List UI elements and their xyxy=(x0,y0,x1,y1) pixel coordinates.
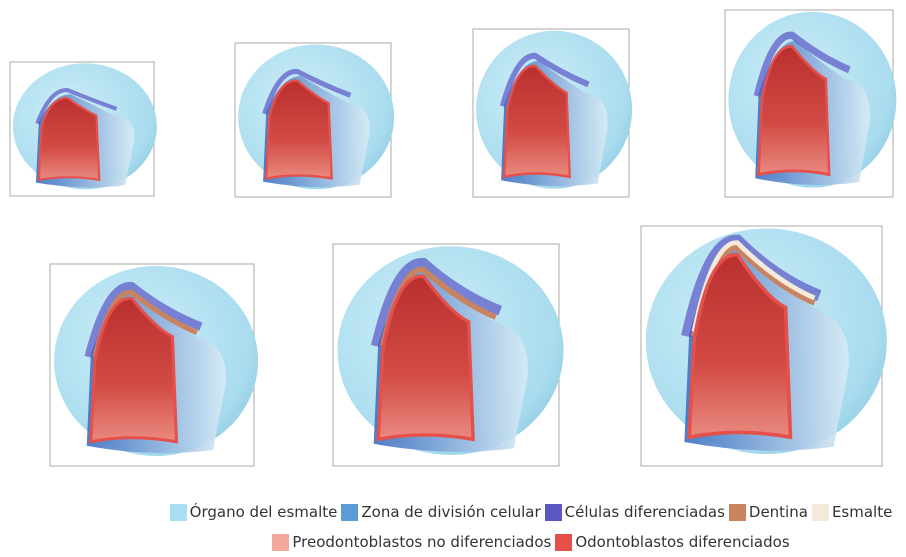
legend-label: Órgano del esmalte xyxy=(190,503,338,521)
legend: Órgano del esmalte Zona de división celul… xyxy=(160,497,906,557)
tooth-stage xyxy=(13,63,157,189)
legend-label: Esmalte xyxy=(832,503,892,521)
legend-label: Células diferenciadas xyxy=(565,503,725,521)
legend-item: Órgano del esmalte xyxy=(170,503,338,521)
legend-label: Zona de división celular xyxy=(361,503,540,521)
legend-swatch xyxy=(545,504,562,521)
legend-item: Dentina xyxy=(729,503,808,521)
legend-swatch xyxy=(341,504,358,521)
legend-row: Órgano del esmalte Zona de división celul… xyxy=(160,497,906,527)
legend-label: Odontoblastos diferenciados xyxy=(575,533,789,551)
legend-item: Odontoblastos diferenciados xyxy=(555,533,789,551)
legend-item: Zona de división celular xyxy=(341,503,540,521)
tooth-stage xyxy=(238,45,394,190)
legend-item: Células diferenciadas xyxy=(545,503,725,521)
legend-label: Preodontoblastos no diferenciados xyxy=(292,533,551,551)
legend-item: Preodontoblastos no diferenciados xyxy=(272,533,551,551)
illustration xyxy=(0,0,906,495)
tooth-stage xyxy=(54,266,258,456)
legend-swatch xyxy=(170,504,187,521)
tooth-stage xyxy=(476,31,632,189)
tooth-stage xyxy=(646,228,887,454)
legend-swatch xyxy=(272,534,289,551)
page: Órgano del esmalte Zona de división celul… xyxy=(0,0,906,553)
legend-item: Esmalte xyxy=(812,503,892,521)
legend-swatch xyxy=(555,534,572,551)
tooth-stage xyxy=(338,246,564,455)
legend-label: Dentina xyxy=(749,503,808,521)
tooth-stage xyxy=(728,12,896,188)
legend-swatch xyxy=(729,504,746,521)
legend-swatch xyxy=(812,504,829,521)
